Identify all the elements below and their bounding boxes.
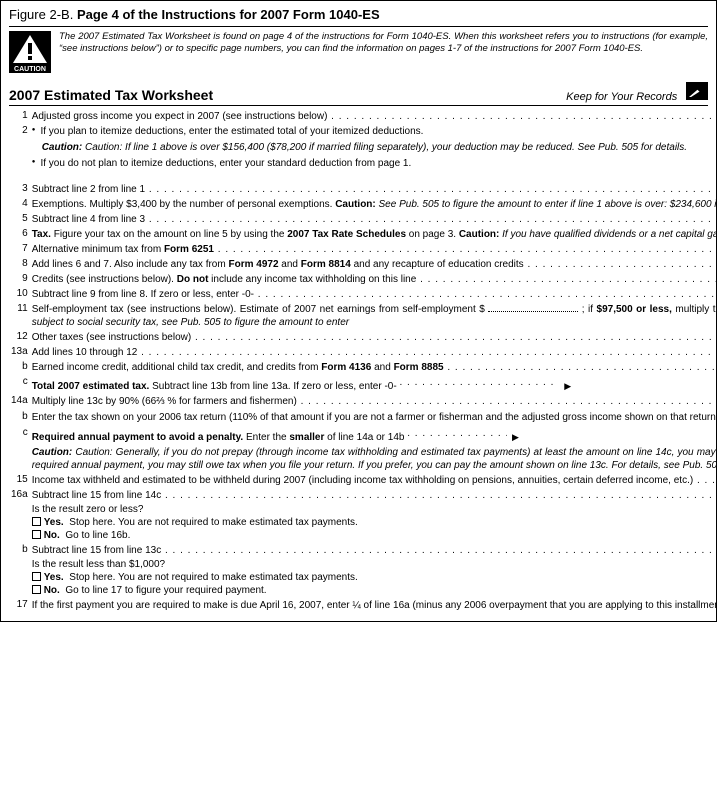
arrow-icon: [510, 432, 519, 443]
worksheet-header: 2007 Estimated Tax Worksheet Keep for Yo…: [9, 82, 708, 106]
pencil-icon: [686, 82, 708, 100]
figure-label: Figure 2-B.: [9, 7, 73, 22]
keep-records: Keep for Your Records: [566, 82, 708, 103]
caution-text: The 2007 Estimated Tax Worksheet is foun…: [59, 31, 708, 76]
checkbox[interactable]: [32, 572, 41, 581]
worksheet-title: 2007 Estimated Tax Worksheet: [9, 87, 213, 103]
line-number: 1: [9, 109, 30, 124]
bullet-icon: [32, 125, 38, 138]
figure-title: Figure 2-B. Page 4 of the Instructions f…: [9, 7, 708, 27]
bullet-icon: [32, 157, 38, 170]
svg-text:CAUTION: CAUTION: [14, 66, 46, 73]
form-page: Figure 2-B. Page 4 of the Instructions f…: [0, 0, 717, 622]
checkbox[interactable]: [32, 517, 41, 526]
checkbox[interactable]: [32, 585, 41, 594]
figure-heading: Page 4 of the Instructions for 2007 Form…: [77, 7, 380, 22]
worksheet-table: 1 Adjusted gross income you expect in 20…: [9, 108, 717, 613]
arrow-icon: [562, 381, 571, 392]
checkbox[interactable]: [32, 530, 41, 539]
caution-icon: CAUTION: [9, 31, 51, 76]
line-desc: Adjusted gross income you expect in 2007…: [30, 109, 717, 124]
caution-block: CAUTION The 2007 Estimated Tax Worksheet…: [9, 31, 708, 76]
